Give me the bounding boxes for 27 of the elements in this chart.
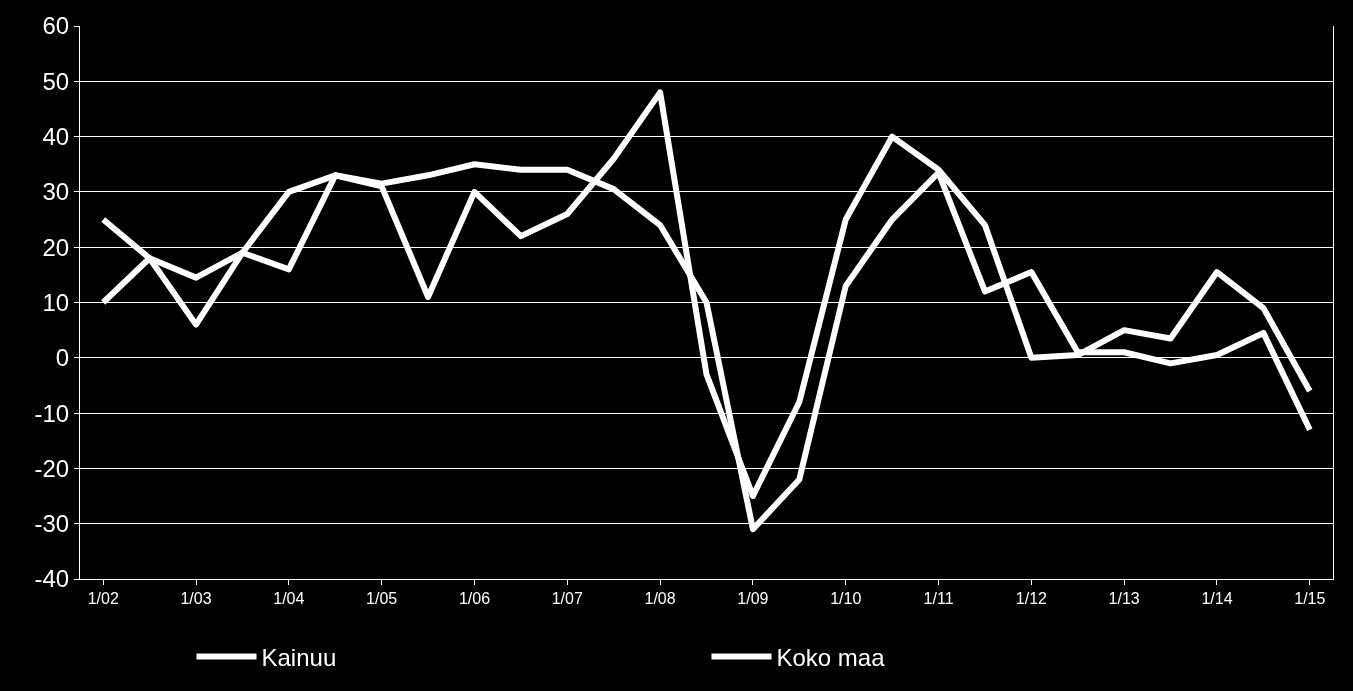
y-tick-label: 40 — [42, 123, 70, 150]
y-tick-label: -30 — [34, 510, 70, 538]
y-tick-label: -10 — [34, 399, 70, 427]
x-tick-label: 1/09 — [737, 590, 769, 608]
x-tick-label: 1/05 — [366, 590, 398, 608]
x-tick-label: 1/02 — [87, 590, 119, 608]
x-tick-label: 1/11 — [923, 590, 954, 608]
x-tick-label: 1/07 — [551, 590, 583, 608]
y-tick-label: 50 — [42, 67, 70, 95]
legend-label: Kainuu — [261, 643, 337, 671]
y-tick-label: 20 — [42, 233, 70, 261]
x-tick-label: 1/13 — [1108, 590, 1140, 608]
y-tick-label: -20 — [34, 454, 70, 482]
x-tick-label: 1/06 — [458, 590, 491, 608]
x-tick-label: 1/03 — [180, 590, 212, 608]
y-tick-label: 30 — [42, 178, 70, 206]
x-tick-label: 1/15 — [1294, 590, 1326, 608]
y-tick-label: 10 — [42, 288, 70, 316]
y-tick-label: 0 — [55, 344, 70, 372]
x-tick-label: 1/14 — [1201, 590, 1233, 608]
x-tick-label: 1/08 — [644, 590, 676, 608]
x-tick-label: 1/04 — [273, 590, 305, 608]
y-tick-label: 60 — [42, 12, 70, 40]
y-tick-label: -40 — [34, 565, 70, 593]
x-tick-label: 1/12 — [1015, 590, 1048, 608]
legend-label: Koko maa — [776, 643, 886, 671]
x-tick-label: 1/10 — [830, 590, 862, 608]
